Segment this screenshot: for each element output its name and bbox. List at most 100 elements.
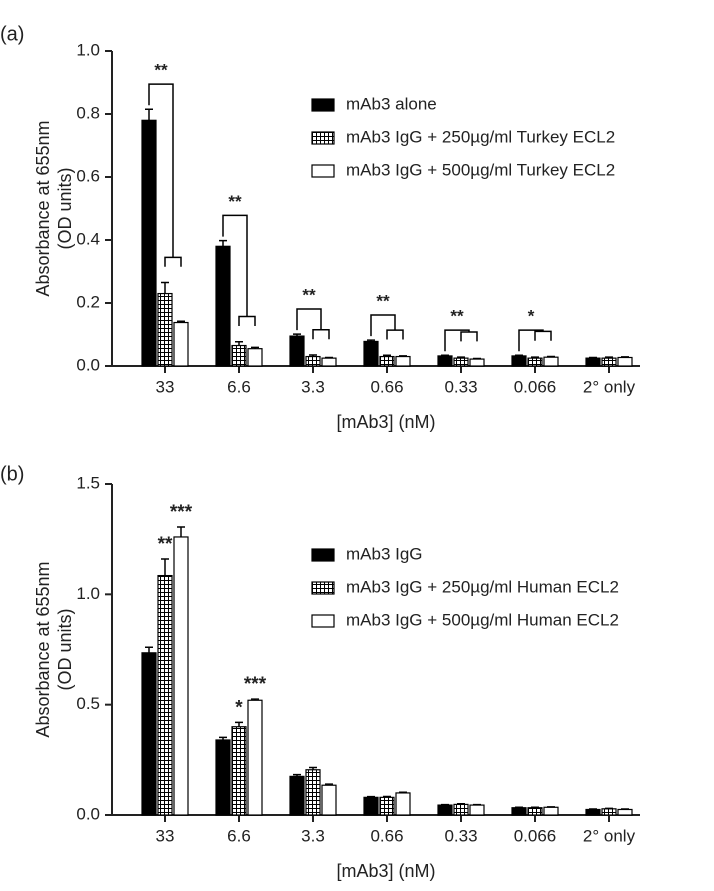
significance-label: * (235, 697, 243, 718)
error-bar (177, 320, 185, 323)
error-bar (621, 356, 629, 358)
bar (379, 796, 395, 816)
error-bar (145, 646, 153, 653)
bar (617, 808, 633, 816)
legend-label: mAb3 IgG (346, 544, 423, 563)
bar (215, 739, 231, 816)
significance-label: ** (154, 61, 168, 80)
error-bar (605, 356, 613, 359)
error-bar (399, 355, 407, 357)
y-axis-title: Absorbance at 655nm (OD units) (33, 561, 75, 737)
error-bar (547, 355, 555, 358)
significance-label: * (528, 307, 535, 326)
x-tick-label: 33 (156, 826, 175, 845)
bar (601, 357, 617, 367)
x-tick-label: 3.3 (301, 377, 325, 396)
legend-label: mAb3 IgG + 500µg/ml Turkey ECL2 (346, 160, 615, 179)
bar (321, 784, 337, 816)
significance-label: ** (228, 192, 242, 211)
error-bar (235, 340, 243, 346)
bar (453, 803, 469, 816)
error-bar (251, 698, 259, 701)
y-tick-label: 0.0 (76, 804, 100, 823)
bar (157, 574, 173, 816)
y-axis-title-line: (OD units) (55, 608, 75, 690)
bar (601, 808, 617, 816)
error-bar (441, 354, 449, 357)
bar (231, 344, 247, 367)
legend-label: mAb3 alone (346, 94, 437, 113)
panel-label: (b) (0, 463, 24, 485)
bar (395, 792, 411, 816)
bar (141, 652, 157, 816)
error-bar (325, 356, 333, 359)
bar (363, 796, 379, 816)
y-tick-label: 0.2 (76, 292, 100, 311)
y-tick-label: 1.5 (76, 473, 100, 492)
x-tick-label: 0.66 (370, 377, 403, 396)
significance-bracket (444, 329, 478, 352)
bar (543, 356, 559, 367)
legend-label: mAb3 IgG + 250µg/ml Turkey ECL2 (346, 127, 615, 146)
bar (469, 804, 485, 816)
x-tick-label: 3.3 (301, 826, 325, 845)
error-bar (219, 736, 227, 740)
significance-label: ** (158, 534, 173, 555)
error-bar (457, 356, 465, 359)
y-tick-label: 1.0 (76, 584, 100, 603)
legend-label: mAb3 IgG + 500µg/ml Human ECL2 (346, 610, 619, 629)
error-bar (293, 333, 301, 337)
legend-label: mAb3 IgG + 250µg/ml Human ECL2 (346, 577, 619, 596)
bar (511, 355, 527, 367)
error-bar (251, 346, 259, 349)
x-axis-title: [mAb3] (nM) (336, 412, 435, 432)
y-axis-title-line: (OD units) (55, 167, 75, 249)
x-tick-label: 6.6 (227, 377, 251, 396)
y-tick-label: 0.0 (76, 355, 100, 374)
error-bar (219, 239, 227, 247)
bar (363, 340, 379, 367)
bar (511, 807, 527, 816)
bar (289, 775, 305, 816)
significance-label: ** (376, 291, 390, 310)
error-bar (145, 108, 153, 121)
bar (231, 726, 247, 816)
y-tick-label: 0.6 (76, 166, 100, 185)
error-bar (309, 766, 317, 770)
error-bar (383, 354, 391, 357)
panel-label: (a) (0, 23, 24, 45)
legend-swatch (311, 131, 335, 145)
y-tick-label: 1.0 (76, 40, 100, 59)
bar (173, 536, 189, 816)
significance-label: *** (170, 502, 193, 523)
x-tick-label: 0.66 (370, 826, 403, 845)
y-axis-title: Absorbance at 655nm (OD units) (33, 120, 75, 296)
legend-swatch (311, 164, 335, 178)
y-axis-title-line: Absorbance at 655nm (33, 120, 53, 296)
bar (585, 808, 601, 816)
bar (379, 355, 395, 367)
error-bar (457, 802, 465, 805)
significance-bracket (370, 314, 404, 340)
x-tick-label: 2° only (583, 826, 636, 845)
x-tick-label: 0.33 (444, 377, 477, 396)
error-bar (473, 357, 481, 360)
error-bar (161, 281, 169, 294)
significance-label: ** (450, 307, 464, 326)
bar (453, 357, 469, 367)
x-tick-label: 2° only (583, 377, 636, 396)
error-bar (161, 558, 169, 576)
y-tick-label: 0.8 (76, 103, 100, 122)
bar (437, 804, 453, 816)
y-tick-label: 0.4 (76, 229, 100, 248)
bar (157, 292, 173, 367)
bar (395, 355, 411, 367)
bar (141, 119, 157, 367)
error-bar (383, 795, 391, 798)
error-bar (235, 721, 243, 727)
legend-swatch (311, 548, 335, 562)
error-bar (177, 526, 185, 537)
bar (289, 335, 305, 367)
x-tick-label: 33 (156, 377, 175, 396)
